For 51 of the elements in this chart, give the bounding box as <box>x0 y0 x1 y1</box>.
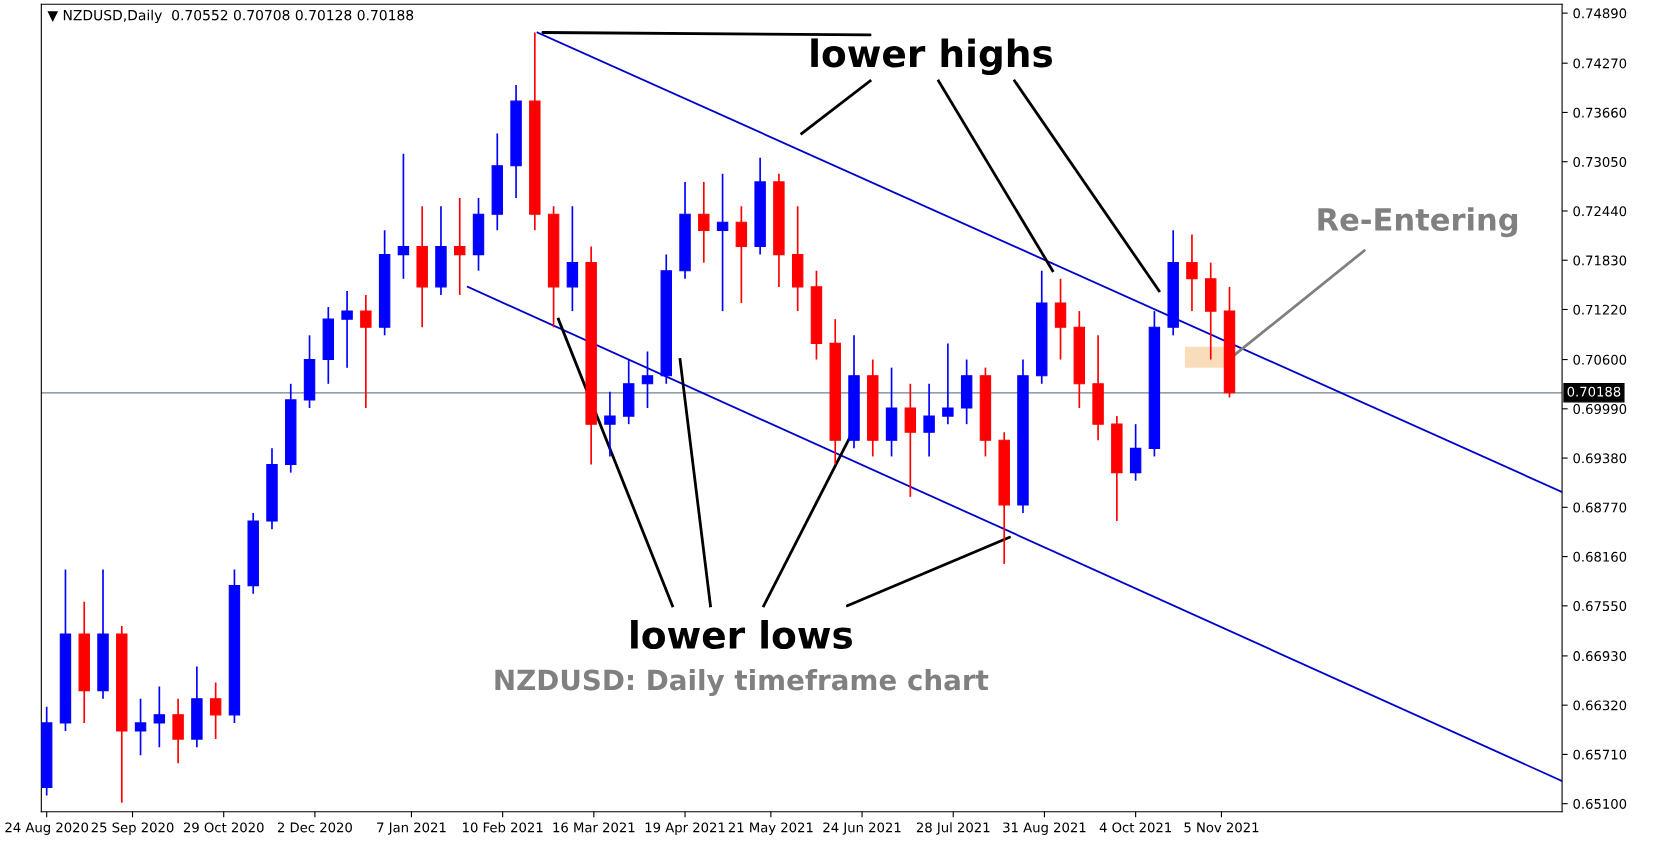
x-tick-label: 31 Aug 2021 <box>1003 822 1086 835</box>
annotation: lower lows <box>631 619 853 650</box>
candlestick <box>641 350 654 409</box>
y-tick-label: 0.65710 <box>1573 749 1627 760</box>
y-tick-label: 0.67550 <box>1573 601 1627 612</box>
y-tick-label: 0.68770 <box>1573 502 1627 513</box>
x-tick-label: 25 Sep 2020 <box>91 822 174 835</box>
x-tick-label: 28 Jul 2021 <box>916 822 990 835</box>
annotation: ▼ NZDUSD,Daily 0.70552 0.70708 0.70128 0.70188 <box>47 9 414 24</box>
y-tick-label: 0.73050 <box>1573 156 1627 167</box>
annotation: NZDUSD: Daily timeframe chart <box>495 669 989 697</box>
x-tick-label: 10 Feb 2021 <box>463 822 543 833</box>
x-tick-label: 21 May 2021 <box>728 822 813 835</box>
candlestick <box>923 382 935 458</box>
x-tick-label: 5 Nov 2021 <box>1184 822 1259 833</box>
y-tick-label: 0.69380 <box>1573 453 1627 464</box>
ref-line-label: 0.70188 <box>1567 386 1621 397</box>
y-tick-label: 0.69990 <box>1573 404 1627 415</box>
candlestick <box>716 172 729 312</box>
y-tick-label: 0.71830 <box>1573 255 1627 266</box>
y-tick-label: 0.71220 <box>1573 304 1627 315</box>
x-tick-label: 4 Oct 2021 <box>1099 822 1171 833</box>
candlestick <box>153 685 166 748</box>
candlestick <box>397 152 410 280</box>
candlestick <box>209 681 222 740</box>
x-tick-label: 16 Mar 2021 <box>553 822 635 833</box>
candlestick <box>134 697 147 757</box>
x-tick-label: 19 Apr 2021 <box>645 822 725 835</box>
x-tick-label: 24 Aug 2020 <box>5 822 89 835</box>
candlestick <box>341 290 353 369</box>
x-tick-label: 24 Jun 2021 <box>823 822 901 835</box>
x-tick-label: 7 Jan 2021 <box>377 822 446 835</box>
candlestick <box>698 181 710 264</box>
candlestick <box>1186 233 1198 312</box>
y-tick-label: 0.74890 <box>1573 8 1627 19</box>
candlestick <box>604 391 616 458</box>
y-tick-label: 0.70600 <box>1573 354 1627 365</box>
x-tick-label: 29 Oct 2020 <box>183 822 264 833</box>
y-tick-label: 0.68160 <box>1573 551 1627 562</box>
y-tick-label: 0.72440 <box>1573 206 1627 217</box>
y-tick-label: 0.65100 <box>1573 798 1627 809</box>
annotation: lower highs <box>811 38 1053 76</box>
y-tick-label: 0.66320 <box>1573 700 1627 711</box>
candlestick <box>454 197 466 296</box>
y-tick-label: 0.66930 <box>1573 651 1627 662</box>
y-tick-label: 0.74270 <box>1573 58 1627 69</box>
y-tick-label: 0.73660 <box>1573 107 1627 118</box>
candlestick <box>360 294 372 409</box>
candlestick <box>942 342 954 425</box>
annotation: Re-Entering <box>1318 207 1518 238</box>
x-tick-label: 2 Dec 2020 <box>277 822 352 833</box>
